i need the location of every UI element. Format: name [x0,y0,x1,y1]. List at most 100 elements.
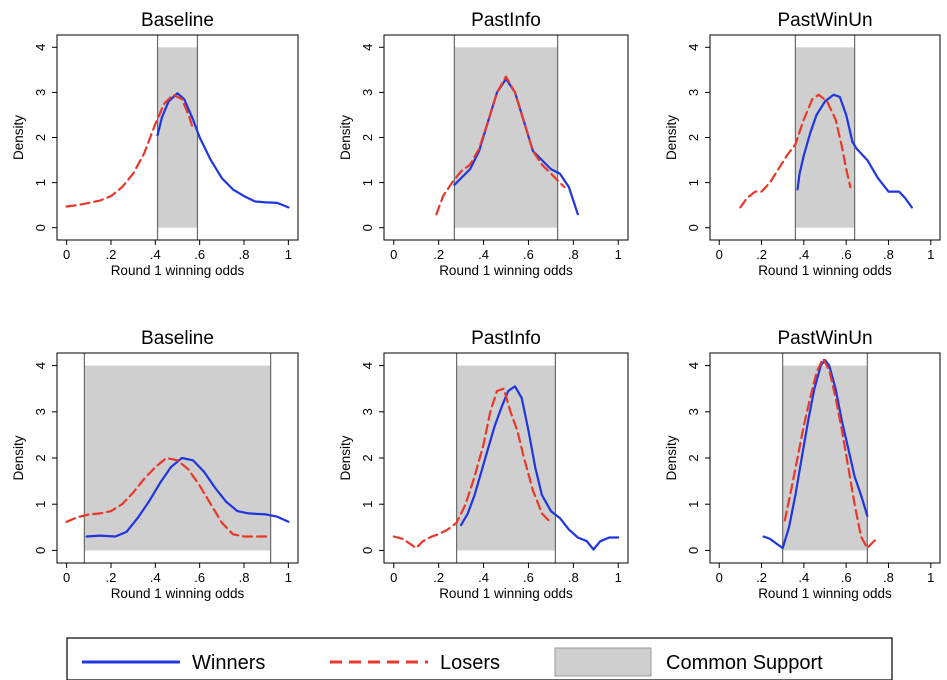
panel-title: PastWinUn [777,10,872,31]
y-tick-label: 2 [686,454,701,461]
x-tick-label: 0 [63,570,70,585]
y-tick-label: 1 [360,179,375,186]
panel-title: PastInfo [471,328,541,349]
y-tick-label: 0 [360,224,375,231]
x-tick-label: .4 [478,247,489,262]
x-tick-label: .4 [150,570,161,585]
y-tick-label: 4 [33,44,48,51]
losers-density-line [435,75,566,216]
x-tick-label: 0 [716,247,723,262]
y-tick-label: 3 [360,408,375,415]
x-tick-label: 0 [390,570,397,585]
y-axis-label: Density [664,435,679,480]
legend-winners-label: Winners [192,652,265,674]
x-tick-label: .8 [239,247,250,262]
common-support-band [454,47,558,228]
y-tick-label: 1 [686,501,701,508]
y-tick-label: 3 [33,408,48,415]
x-tick-label: 0 [63,247,70,262]
panel-title: PastInfo [471,10,541,31]
x-axis-label: Round 1 winning odds [439,586,573,601]
y-tick-label: 4 [33,362,48,369]
x-axis-label: Round 1 winning odds [439,263,573,278]
y-tick-label: 0 [360,547,375,554]
winners-density-line [460,385,620,551]
x-tick-label: .2 [433,247,444,262]
legend-common-support-label: Common Support [666,652,823,674]
y-tick-label: 1 [33,179,48,186]
x-axis-label: Round 1 winning odds [758,586,892,601]
x-tick-label: .8 [883,247,894,262]
x-tick-label: 1 [927,570,934,585]
x-tick-label: .8 [568,247,579,262]
y-tick-label: 0 [686,547,701,554]
y-tick-label: 2 [360,454,375,461]
x-tick-label: .6 [523,570,534,585]
panel-1: 0 .2 .4 .6 .8 1 0 1 2 3 4 Round 1 winning odds Densi… [11,10,299,278]
panels-group: 0 .2 .4 .6 .8 1 0 1 2 3 4 Round 1 winning odds Densi… [11,10,941,601]
panel-3: 0 .2 .4 .6 .8 1 0 1 2 3 4 Round 1 winning odds Densi… [664,10,941,278]
common-support-band [84,365,271,551]
y-tick-label: 4 [360,362,375,369]
y-tick-label: 4 [686,362,701,369]
panel-5: 0 .2 .4 .6 .8 1 0 1 2 3 4 Round 1 winning odds Densi… [338,328,629,601]
panel-title: Baseline [141,10,214,31]
common-support-band [795,47,855,228]
y-tick-label: 3 [686,408,701,415]
y-axis-label: Density [664,115,679,160]
panel-title: Baseline [141,328,214,349]
legend-common-support-swatch [554,647,652,677]
common-support-band [782,365,868,551]
y-tick-label: 0 [33,224,48,231]
y-tick-label: 2 [360,134,375,141]
x-axis-label: Round 1 winning odds [758,263,892,278]
x-tick-label: 1 [927,247,934,262]
y-tick-label: 2 [33,454,48,461]
x-tick-label: .6 [841,570,852,585]
x-axis-label: Round 1 winning odds [111,263,245,278]
losers-density-line [65,456,272,538]
x-tick-label: .6 [841,247,852,262]
x-tick-label: .2 [106,247,117,262]
legend-box [66,637,893,680]
panel-6: 0 .2 .4 .6 .8 1 0 1 2 3 4 Round 1 winning odds Densi… [664,328,941,601]
winners-density-line [156,92,290,209]
y-axis-label: Density [11,435,26,480]
winners-density-line [762,359,869,550]
losers-density-line [739,93,852,209]
y-tick-label: 0 [33,547,48,554]
y-tick-label: 0 [686,224,701,231]
y-tick-label: 2 [33,134,48,141]
y-axis-label: Density [11,115,26,160]
y-tick-label: 4 [686,44,701,51]
x-tick-label: 1 [615,247,622,262]
x-tick-label: .8 [883,570,894,585]
x-tick-label: .4 [478,570,489,585]
x-tick-label: .2 [756,247,767,262]
x-tick-label: .6 [194,570,205,585]
x-tick-label: 0 [390,247,397,262]
winners-density-line [796,93,913,209]
x-tick-label: .6 [523,247,534,262]
winners-density-line [85,456,290,538]
y-tick-label: 3 [360,89,375,96]
y-tick-label: 3 [33,89,48,96]
x-tick-label: .2 [433,570,444,585]
y-axis-label: Density [338,435,353,480]
losers-density-line [392,387,552,550]
x-axis-label: Round 1 winning odds [111,586,245,601]
x-tick-label: .8 [568,570,579,585]
y-axis-label: Density [338,115,353,160]
panel-title: PastWinUn [777,328,872,349]
x-tick-label: .8 [239,570,250,585]
y-tick-label: 1 [33,501,48,508]
x-tick-label: .2 [106,570,117,585]
x-tick-label: .4 [150,247,161,262]
common-support-band [157,47,198,228]
y-tick-label: 2 [686,134,701,141]
x-tick-label: 1 [285,570,292,585]
losers-density-line [65,93,195,208]
y-tick-label: 1 [360,501,375,508]
x-tick-label: 1 [615,570,622,585]
